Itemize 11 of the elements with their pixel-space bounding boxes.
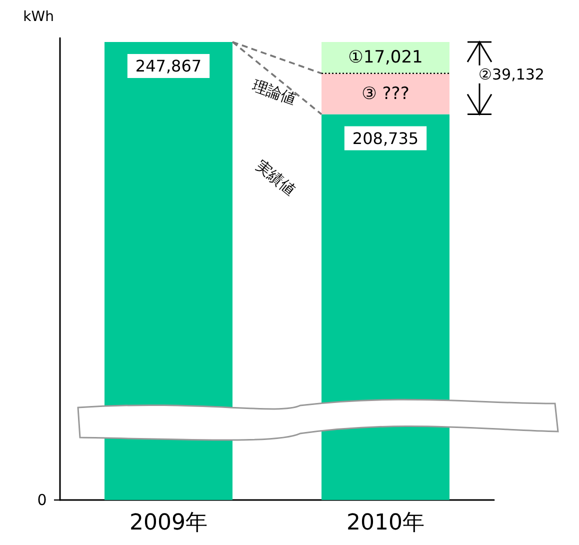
annotation: ②39,132 bbox=[478, 65, 544, 84]
text: 0 bbox=[37, 491, 47, 509]
annotation: 実績値 bbox=[252, 156, 299, 200]
data-label: 208,735 bbox=[352, 128, 419, 148]
x-tick-label: 2009年 bbox=[130, 510, 208, 536]
data-label: ③ ??? bbox=[362, 84, 410, 104]
data-label: 247,867 bbox=[135, 56, 202, 76]
x-tick-label: 2010年 bbox=[346, 510, 424, 536]
data-label: ①17,021 bbox=[348, 48, 423, 68]
annotation: 理論値 bbox=[250, 76, 298, 108]
y-axis-title: kWh bbox=[23, 9, 54, 25]
